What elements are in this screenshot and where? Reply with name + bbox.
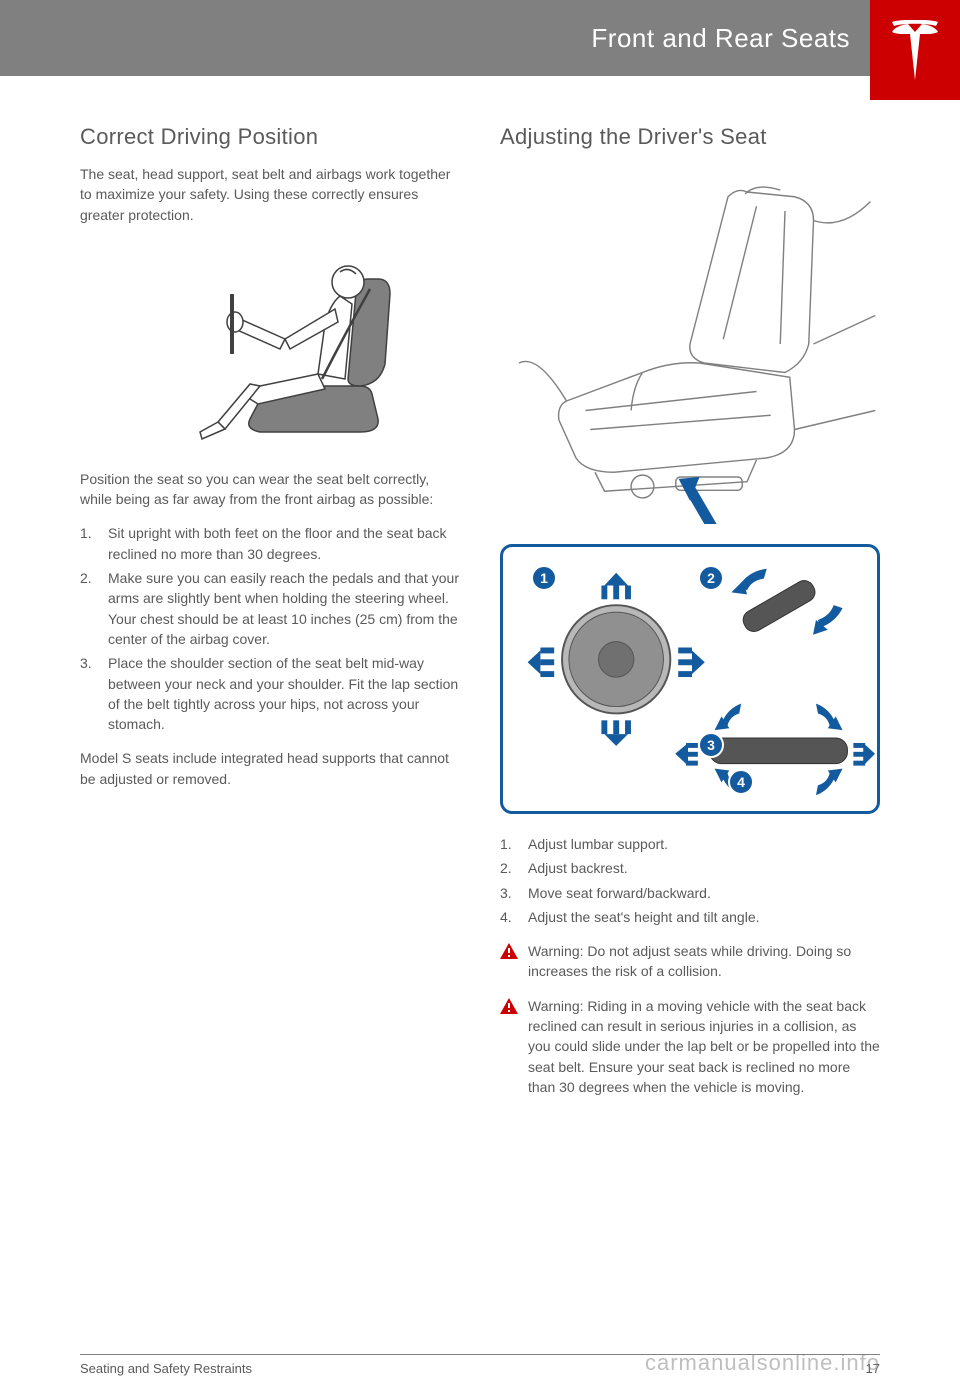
position-text: Position the seat so you can wear the se… — [80, 469, 460, 510]
callout-1: 1 — [531, 565, 557, 591]
left-column: Correct Driving Position The seat, head … — [80, 124, 460, 1111]
list-item: Move seat forward/backward. — [500, 883, 880, 903]
header-bar: Front and Rear Seats — [0, 0, 960, 76]
callout-3: 3 — [698, 732, 724, 758]
content-area: Correct Driving Position The seat, head … — [0, 76, 960, 1111]
driving-position-illustration — [80, 239, 460, 449]
position-steps-list: Sit upright with both feet on the floor … — [80, 523, 460, 734]
warning-1: Warning: Do not adjust seats while drivi… — [500, 941, 880, 982]
list-item: Adjust lumbar support. — [500, 834, 880, 854]
tesla-icon — [890, 20, 940, 80]
seat-side-illustration — [500, 164, 880, 524]
callout-4: 4 — [728, 769, 754, 795]
outro-text: Model S seats include integrated head su… — [80, 748, 460, 789]
page-title: Front and Rear Seats — [591, 23, 850, 54]
callout-2: 2 — [698, 565, 724, 591]
brand-logo — [870, 0, 960, 100]
seat-controls-diagram: 1 2 3 4 — [500, 544, 880, 814]
list-item: Place the shoulder section of the seat b… — [80, 653, 460, 734]
warning-icon — [500, 996, 518, 1097]
chapter-label: Seating and Safety Restraints — [80, 1361, 252, 1376]
list-item: Adjust backrest. — [500, 858, 880, 878]
warning-icon — [500, 941, 518, 982]
heading-correct-position: Correct Driving Position — [80, 124, 460, 150]
list-item: Adjust the seat's height and tilt angle. — [500, 907, 880, 927]
controls-list: Adjust lumbar support. Adjust backrest. … — [500, 834, 880, 927]
warning-2: Warning: Riding in a moving vehicle with… — [500, 996, 880, 1097]
warning-text: Warning: Riding in a moving vehicle with… — [528, 996, 880, 1097]
intro-text: The seat, head support, seat belt and ai… — [80, 164, 460, 225]
heading-adjust-seat: Adjusting the Driver's Seat — [500, 124, 880, 150]
list-item: Make sure you can easily reach the pedal… — [80, 568, 460, 649]
watermark: carmanualsonline.info — [645, 1350, 880, 1376]
list-item: Sit upright with both feet on the floor … — [80, 523, 460, 564]
right-column: Adjusting the Driver's Seat — [500, 124, 880, 1111]
warning-text: Warning: Do not adjust seats while drivi… — [528, 941, 880, 982]
